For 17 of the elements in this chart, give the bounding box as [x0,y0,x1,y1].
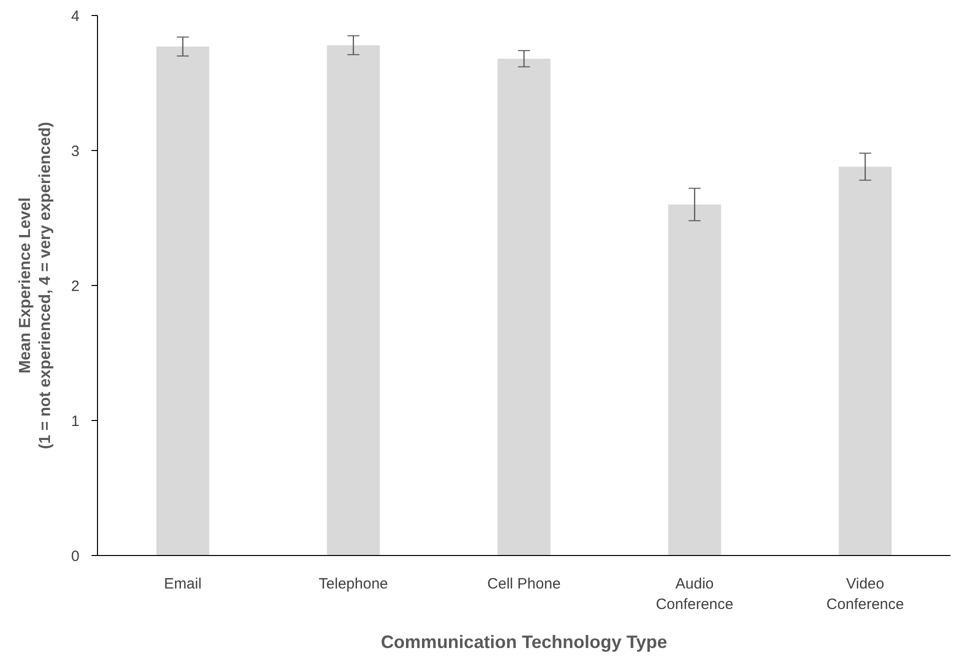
bar [498,58,550,556]
x-tick-label: Email [164,576,202,592]
bar [838,166,892,556]
x-tick-label: Cell Phone [487,576,561,592]
y-tick-label: 2 [71,278,80,295]
x-tick-label: Audio Conference [656,576,734,613]
x-axis-title: Communication Technology Type [380,632,668,652]
y-axis-title: Mean Experience Level (1 = not experienced, 4 = very experienced) [16,122,54,450]
bar [668,204,722,556]
bar [326,45,380,556]
x-tick-label: Telephone [318,576,388,592]
y-tick-label: 0 [71,548,80,565]
bar [156,46,210,556]
y-tick-label: 3 [71,143,80,160]
x-tick-label: Video Conference [826,576,904,613]
y-tick-label: 1 [71,413,80,430]
y-tick-label: 4 [71,8,80,25]
